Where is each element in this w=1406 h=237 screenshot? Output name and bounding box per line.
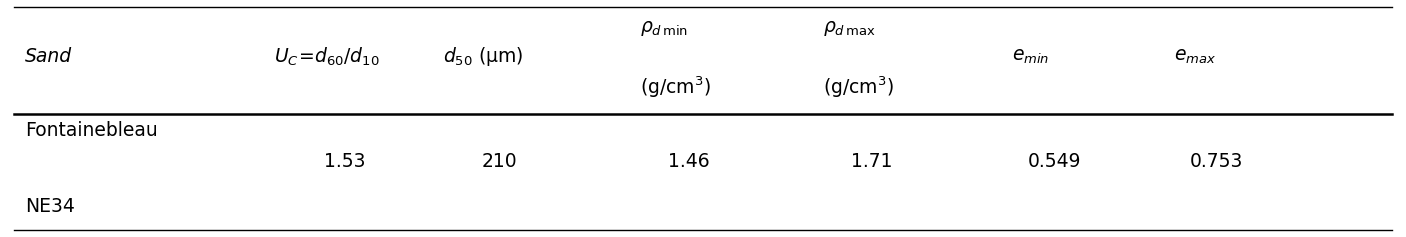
Text: $\rho_{d\,\mathrm{max}}$: $\rho_{d\,\mathrm{max}}$ [823,19,875,38]
Text: NE34: NE34 [25,197,75,216]
Text: 1.53: 1.53 [323,152,366,171]
Text: 1.46: 1.46 [668,152,710,171]
Text: (g/cm$^3$): (g/cm$^3$) [640,75,710,100]
Text: $e_{min}$: $e_{min}$ [1012,47,1050,66]
Text: (g/cm$^3$): (g/cm$^3$) [823,75,893,100]
Text: $\rho_{d\,\mathrm{min}}$: $\rho_{d\,\mathrm{min}}$ [640,19,688,38]
Text: Fontainebleau: Fontainebleau [25,121,157,140]
Text: $d_{50}$ (µm): $d_{50}$ (µm) [443,45,523,68]
Text: 0.753: 0.753 [1189,152,1243,171]
Text: 0.549: 0.549 [1028,152,1081,171]
Text: 210: 210 [481,152,517,171]
Text: 1.71: 1.71 [851,152,893,171]
Text: $U_C\!=\!d_{60}/d_{10}$: $U_C\!=\!d_{60}/d_{10}$ [274,46,380,68]
Text: Sand: Sand [25,47,73,66]
Text: $e_{max}$: $e_{max}$ [1174,47,1216,66]
